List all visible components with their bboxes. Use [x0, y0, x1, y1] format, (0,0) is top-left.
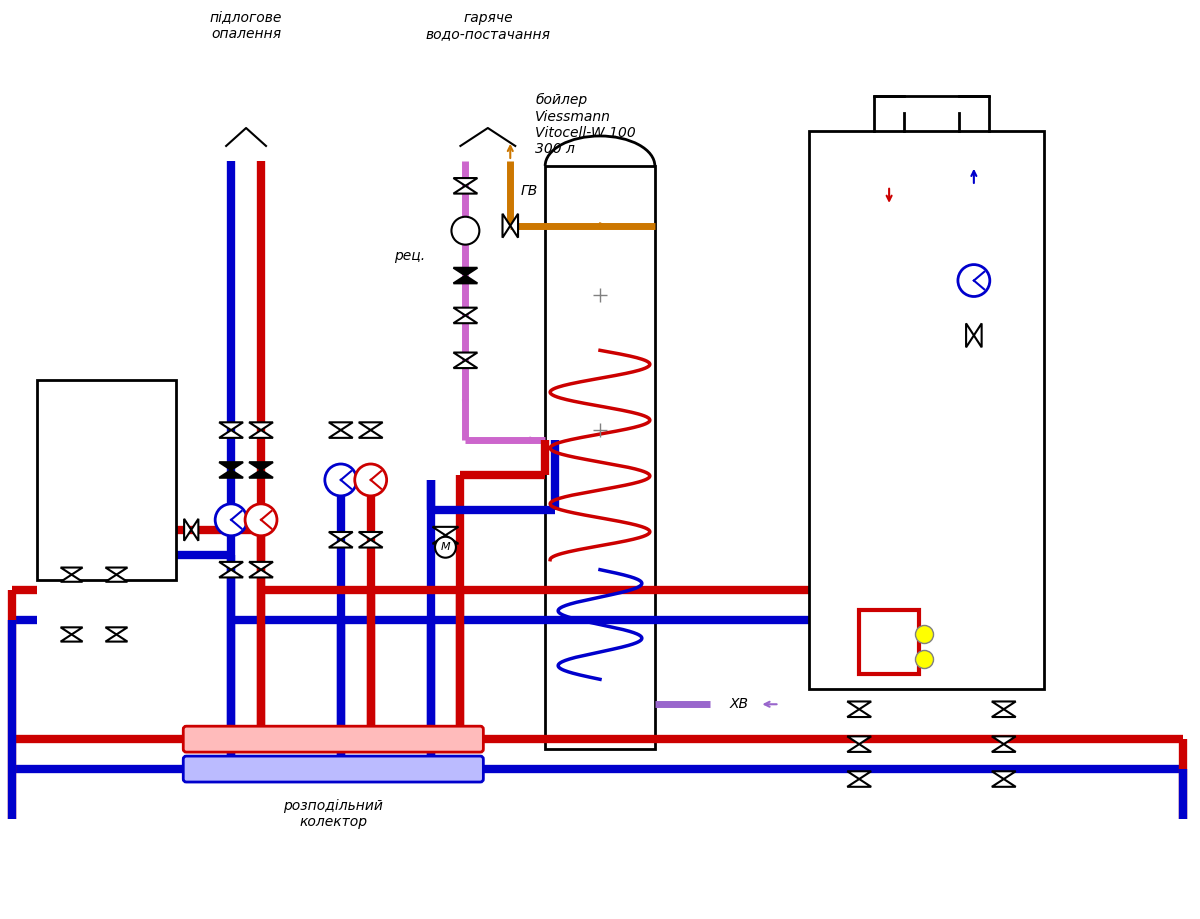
Polygon shape [847, 779, 871, 787]
Text: бойлер
Viessmann
Vitocell-W 100
300 л: бойлер Viessmann Vitocell-W 100 300 л [535, 93, 636, 156]
Polygon shape [220, 470, 244, 478]
Polygon shape [503, 214, 510, 238]
Circle shape [436, 537, 456, 558]
Polygon shape [250, 562, 272, 570]
Polygon shape [847, 701, 871, 709]
Polygon shape [61, 568, 83, 574]
Polygon shape [61, 574, 83, 582]
Polygon shape [432, 535, 458, 544]
Polygon shape [220, 462, 244, 470]
Polygon shape [106, 574, 127, 582]
Circle shape [215, 504, 247, 536]
Text: розподільний
колектор: розподільний колектор [283, 799, 383, 829]
Polygon shape [454, 360, 478, 369]
Text: рец.: рец. [395, 249, 426, 263]
Text: гаряче
водо-постачання: гаряче водо-постачання [425, 11, 551, 41]
Polygon shape [250, 470, 272, 478]
Polygon shape [454, 276, 478, 283]
Polygon shape [250, 570, 272, 577]
FancyBboxPatch shape [809, 131, 1044, 689]
Polygon shape [966, 323, 974, 347]
Polygon shape [329, 532, 353, 539]
Polygon shape [329, 423, 353, 430]
Polygon shape [454, 315, 478, 323]
Polygon shape [454, 178, 478, 186]
Polygon shape [992, 744, 1015, 752]
Polygon shape [250, 430, 272, 437]
Polygon shape [250, 423, 272, 430]
Circle shape [355, 464, 386, 496]
Text: ГВ: ГВ [521, 184, 538, 198]
Polygon shape [61, 634, 83, 641]
FancyBboxPatch shape [184, 756, 484, 782]
Polygon shape [510, 214, 518, 238]
Circle shape [245, 504, 277, 536]
Polygon shape [329, 430, 353, 437]
Text: котел
електричний: котел електричний [59, 465, 155, 495]
Polygon shape [992, 701, 1015, 709]
Polygon shape [106, 634, 127, 641]
Circle shape [325, 464, 356, 496]
Polygon shape [359, 423, 383, 430]
Polygon shape [847, 744, 871, 752]
FancyBboxPatch shape [545, 166, 655, 749]
Polygon shape [454, 267, 478, 276]
Polygon shape [220, 423, 244, 430]
Polygon shape [992, 779, 1015, 787]
Polygon shape [359, 539, 383, 548]
Polygon shape [191, 519, 198, 540]
Text: ХВ: ХВ [730, 698, 749, 711]
Text: M: M [440, 542, 450, 552]
Polygon shape [454, 186, 478, 194]
Polygon shape [454, 308, 478, 315]
Polygon shape [974, 323, 982, 347]
Polygon shape [250, 462, 272, 470]
Text: котел
газовий
конденсаційний
Viessmann
Vitodens 100-W
35 кВт: котел газовий конденсаційний Viessmann V… [834, 151, 953, 246]
Polygon shape [847, 736, 871, 744]
Polygon shape [847, 771, 871, 779]
Polygon shape [454, 353, 478, 360]
Circle shape [958, 265, 990, 297]
FancyBboxPatch shape [184, 726, 484, 752]
FancyBboxPatch shape [37, 380, 176, 580]
Polygon shape [359, 532, 383, 539]
Polygon shape [992, 736, 1015, 744]
Polygon shape [329, 539, 353, 548]
Polygon shape [432, 527, 458, 535]
Polygon shape [61, 628, 83, 634]
Polygon shape [992, 709, 1015, 717]
Polygon shape [184, 519, 191, 540]
Polygon shape [992, 771, 1015, 779]
Polygon shape [220, 562, 244, 570]
Polygon shape [220, 430, 244, 437]
Text: підлогове
опалення: підлогове опалення [210, 11, 282, 41]
Circle shape [451, 217, 479, 244]
Polygon shape [220, 570, 244, 577]
Polygon shape [106, 568, 127, 574]
Polygon shape [847, 709, 871, 717]
Polygon shape [359, 430, 383, 437]
Polygon shape [106, 628, 127, 634]
